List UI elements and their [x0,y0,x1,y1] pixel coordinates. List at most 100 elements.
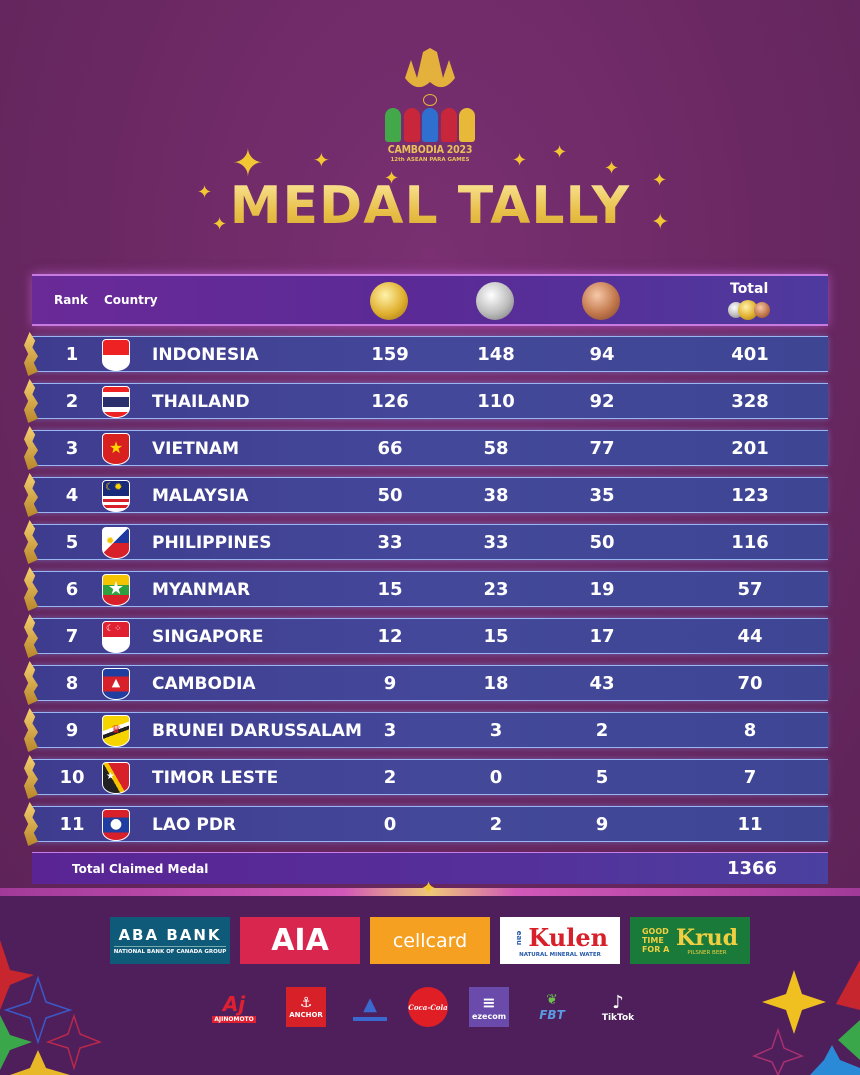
total-row: Total Claimed Medal 1366 [32,852,828,884]
flag-indonesia-icon [102,339,130,371]
total-count: 44 [737,626,763,647]
table-row: 3 ★ VIETNAM 66 58 77 201 [32,430,828,466]
silver-count: 58 [483,438,509,459]
bronze-count: 5 [595,767,609,788]
sponsor-name: ezecom [471,1012,507,1021]
total-count: 123 [731,485,769,506]
flag-malaysia-icon: ☾✹ [102,480,130,512]
rank-cell: 1 [65,344,79,365]
rank-cell: 11 [59,814,85,835]
gold-count: 159 [371,344,409,365]
rank-cell: 2 [65,391,79,412]
sponsor-cambodia-beer: ▲ [350,987,390,1027]
table-row: 6 ★ MYANMAR 15 23 19 57 [32,571,828,607]
ezecom-logo-icon: ≡ [482,993,496,1012]
sponsor-subtitle: NATURAL MINERAL WATER [519,952,601,958]
column-header-rank: Rank [54,293,88,307]
ajinomoto-logo-icon: Aj [222,991,246,1016]
emblem-icon [423,94,437,106]
sponsor-name: Krud [675,924,739,951]
total-count: 116 [731,532,769,553]
gold-medal-icon [738,300,758,320]
sponsor-tiktok: ♪ TikTok [598,987,638,1027]
gold-count: 15 [377,579,403,600]
bronze-count: 9 [595,814,609,835]
rank-cell: 5 [65,532,79,553]
sponsor-prefix: GOOD TIME FOR A [641,927,670,954]
rank-cell: 3 [65,438,79,459]
bronze-count: 2 [595,720,609,741]
rank-cell: 7 [65,626,79,647]
total-count: 8 [743,720,757,741]
country-cell: CAMBODIA [152,674,256,694]
sponsor-fbt: ❦ FBT [532,987,572,1027]
sponsor-name: FBT [539,1008,565,1022]
leaf-icon: ❦ [546,992,558,1008]
total-count: 11 [737,814,763,835]
country-cell: LAO PDR [152,815,237,835]
country-cell: SINGAPORE [152,627,264,647]
total-count: 57 [737,579,763,600]
logo-bar [353,1016,387,1021]
total-count: 7 [743,767,757,788]
gold-count: 12 [377,626,403,647]
country-cell: BRUNEI DARUSSALAM [152,721,362,741]
country-cell: INDONESIA [152,345,259,365]
flag-timor-leste-icon: ★ [102,762,130,794]
bronze-count: 94 [589,344,615,365]
flag-brunei-icon: ♛ [102,715,130,747]
gold-count: 126 [371,391,409,412]
gold-count: 9 [383,673,397,694]
table-row: 2 THAILAND 126 110 92 328 [32,383,828,419]
country-cell: MALAYSIA [152,486,249,506]
sponsor-krud: GOOD TIME FOR A Krud PILSNER BEER [630,917,750,964]
country-cell: MYANMAR [152,580,251,600]
bronze-count: 19 [589,579,615,600]
flag-cambodia-icon: ▲ [102,668,130,700]
sponsor-ajinomoto: Aj AJINOMOTO [212,987,256,1027]
games-logo: CAMBODIA 2023 12th ASEAN PARA GAMES [385,48,475,168]
silver-count: 33 [483,532,509,553]
sponsor-name: Kulen [528,923,609,952]
bronze-count: 92 [589,391,615,412]
sponsor-name: ANCHOR [289,1011,323,1019]
temple-icon: ▲ [363,993,377,1015]
crown-icon [405,48,455,88]
country-cell: TIMOR LESTE [152,768,279,788]
naga-figures [385,108,475,142]
gold-medal-icon [370,282,408,320]
silver-count: 148 [477,344,515,365]
table-row: 10 ★ TIMOR LESTE 2 0 5 7 [32,759,828,795]
silver-count: 3 [489,720,503,741]
table-row: 8 ▲ CAMBODIA 9 18 43 70 [32,665,828,701]
country-cell: THAILAND [152,392,250,412]
gold-count: 2 [383,767,397,788]
sparkle-icon: ✦ [313,148,330,172]
corner-stars-right-icon [751,960,860,1075]
sponsor-anchor: ⚓ ANCHOR [286,987,326,1027]
column-header-country: Country [104,293,158,307]
flag-philippines-icon: ✹ [102,527,130,559]
sponsor-kulen: eau Kulen NATURAL MINERAL WATER [500,917,620,964]
sponsor-coca-cola: Coca-Cola [408,987,448,1027]
corner-stars-left-icon [0,940,103,1075]
gold-count: 0 [383,814,397,835]
sparkle-icon: ✦ [552,142,568,163]
sparkle-icon: ✦ [652,172,667,190]
bronze-count: 17 [589,626,615,647]
rank-cell: 10 [59,767,85,788]
gold-count: 33 [377,532,403,553]
table-row: 9 ♛ BRUNEI DARUSSALAM 3 3 2 8 [32,712,828,748]
sparkle-icon: ✦ [651,212,669,234]
sponsor-name: AJINOMOTO [212,1015,256,1023]
sponsor-name: Coca-Cola [408,1002,448,1012]
bronze-count: 43 [589,673,615,694]
silver-count: 38 [483,485,509,506]
silver-count: 23 [483,579,509,600]
rank-cell: 6 [65,579,79,600]
bronze-medal-icon [582,282,620,320]
flag-thailand-icon [102,386,130,418]
total-count: 328 [731,391,769,412]
silver-count: 15 [483,626,509,647]
sparkle-icon: ✦ [384,170,399,188]
